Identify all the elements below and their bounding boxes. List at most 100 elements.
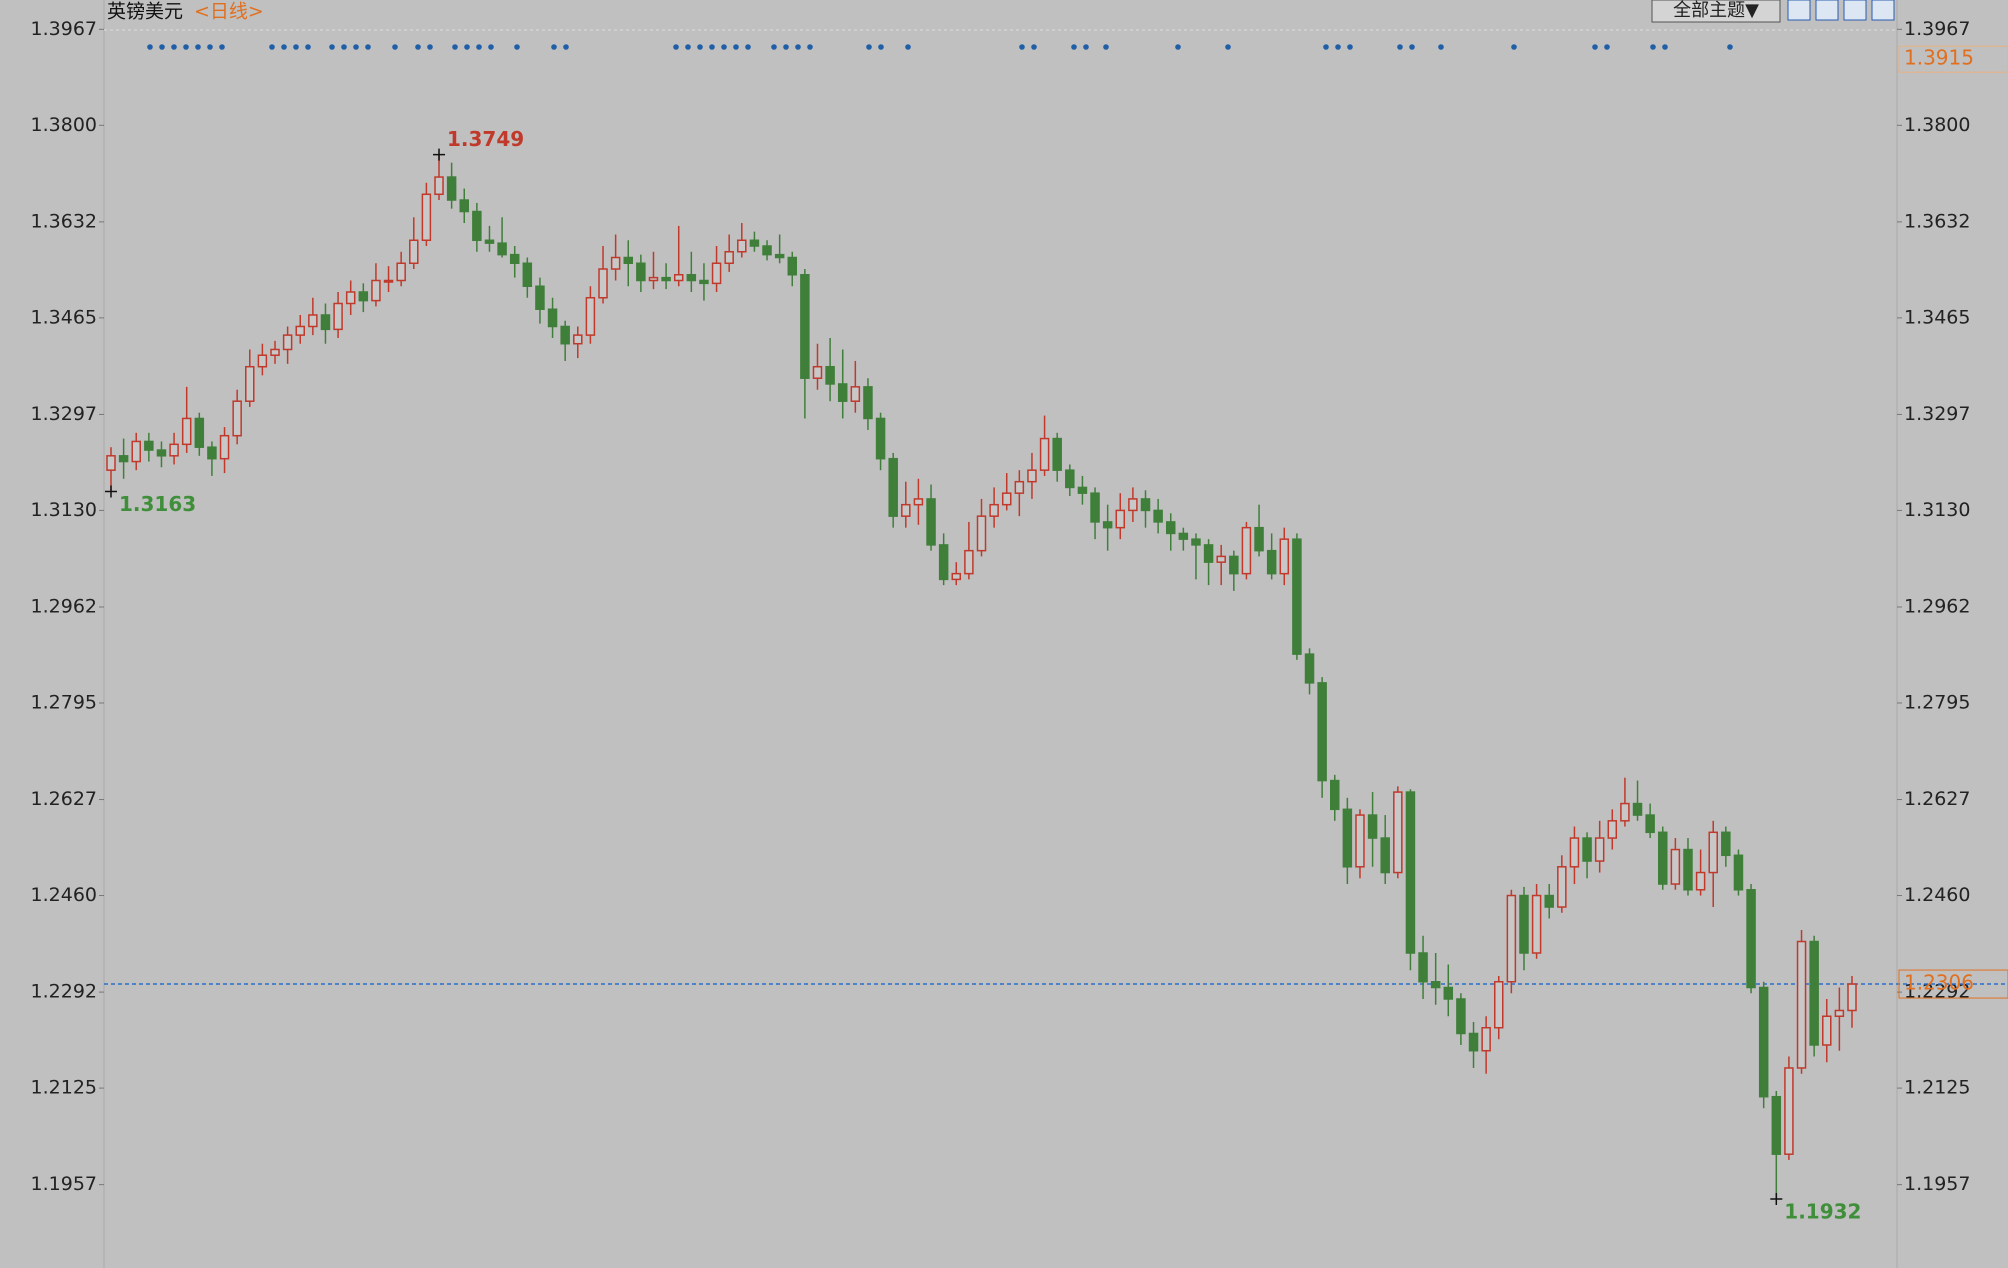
event-dot (551, 44, 557, 50)
candle-body (257, 354, 268, 368)
candle-body (762, 245, 772, 256)
y-tick-label-right: 1.2795 (1904, 691, 1970, 713)
candle-body (623, 256, 634, 265)
candle-body (1128, 498, 1138, 512)
candle-body (144, 440, 154, 451)
candle-body (245, 365, 255, 402)
candle-body (1544, 894, 1554, 908)
candle-body (1708, 831, 1718, 874)
event-dot (1511, 44, 1517, 50)
event-dot (219, 44, 225, 50)
candle-body (472, 210, 482, 242)
y-tick-label: 1.2627 (31, 788, 97, 810)
candle-body (1443, 986, 1454, 1000)
candle-body (232, 400, 242, 437)
candle-body (434, 176, 444, 196)
tool-icon[interactable] (1787, 0, 1811, 21)
candle-body (1229, 555, 1239, 575)
candle-body (825, 365, 835, 385)
candle-body (636, 262, 646, 282)
event-dot (685, 44, 691, 50)
y-tick-label: 1.2460 (31, 884, 97, 906)
y-tick-label: 1.3967 (31, 18, 97, 40)
theme-button[interactable] (1651, 0, 1781, 23)
low-label: 1.1932 (1784, 1200, 1861, 1224)
candle-body (1695, 871, 1706, 891)
candle-body (1102, 521, 1113, 529)
candle-body (295, 325, 305, 336)
y-tick-label: 1.2795 (31, 691, 97, 713)
event-dot (733, 44, 739, 50)
candle-body (1746, 889, 1756, 989)
candle-body (1266, 549, 1277, 575)
candle-body (724, 251, 734, 265)
candle-body (1796, 940, 1807, 1069)
candle-body (509, 253, 520, 265)
candle-body (1594, 837, 1605, 862)
event-dot (269, 44, 275, 50)
last-price-box (1898, 969, 2008, 999)
y-tick-label: 1.2125 (31, 1077, 97, 1099)
candle-body (661, 276, 671, 282)
candle-body (1620, 802, 1630, 822)
candle-body (1317, 682, 1327, 782)
tool-icon[interactable] (1815, 0, 1839, 21)
theme-button-label[interactable]: 全部主题▼ (1673, 0, 1759, 21)
event-dot (1604, 44, 1610, 50)
event-dot (673, 44, 679, 50)
candle-body (194, 417, 205, 448)
last-price-label: 1.2306 (1904, 971, 1974, 995)
y-tick-label-right: 1.2962 (1904, 595, 1970, 617)
candle-body (1683, 848, 1693, 891)
candle-body (345, 291, 356, 305)
tool-icon[interactable] (1843, 0, 1867, 21)
event-dot (171, 44, 177, 50)
candle-body (699, 279, 709, 285)
candle-body (749, 239, 760, 247)
y-tick-label-right: 1.2460 (1904, 884, 1970, 906)
event-dot (195, 44, 201, 50)
event-dot (1175, 44, 1181, 50)
tool-icon[interactable] (1871, 0, 1895, 21)
y-tick-label-right: 1.3800 (1904, 114, 1970, 136)
event-dot (1083, 44, 1089, 50)
event-dot (476, 44, 482, 50)
y-tick-label-right: 1.1957 (1904, 1173, 1970, 1195)
candle-body (1494, 981, 1504, 1029)
candle-body (1645, 814, 1655, 834)
candle-body (1393, 791, 1403, 874)
y-tick-label: 1.1957 (31, 1173, 97, 1195)
event-dot (392, 44, 398, 50)
candle-body (1065, 469, 1075, 489)
candle-body (547, 308, 558, 328)
candle-body (1481, 1026, 1491, 1052)
candle-body (383, 279, 394, 283)
candle-body (850, 386, 861, 402)
candle-body (1430, 981, 1441, 989)
candle-body (951, 572, 962, 581)
event-dot (1347, 44, 1353, 50)
candle-body (270, 348, 280, 356)
event-dot (709, 44, 715, 50)
event-dot (464, 44, 470, 50)
y-tick-label: 1.3130 (31, 499, 97, 521)
candle-body (1809, 940, 1819, 1046)
candle-body (1039, 437, 1050, 471)
candle-body (901, 503, 911, 517)
candle-body (522, 262, 533, 287)
candle-body (1418, 952, 1428, 983)
high-marker (433, 148, 446, 161)
marker-price-box (1898, 45, 2008, 73)
event-dot (305, 44, 311, 50)
candle-body (535, 285, 545, 310)
low-marker (105, 485, 117, 498)
period-label[interactable]: <日线> (194, 1, 264, 23)
candle-body (1014, 480, 1025, 494)
candle-body (1153, 509, 1163, 523)
y-tick-label-right: 1.2627 (1904, 788, 1970, 810)
candle-body (131, 440, 141, 463)
candle-body (409, 239, 419, 265)
event-dot (1031, 44, 1037, 50)
event-dot (183, 44, 189, 50)
candle-body (1329, 779, 1340, 811)
